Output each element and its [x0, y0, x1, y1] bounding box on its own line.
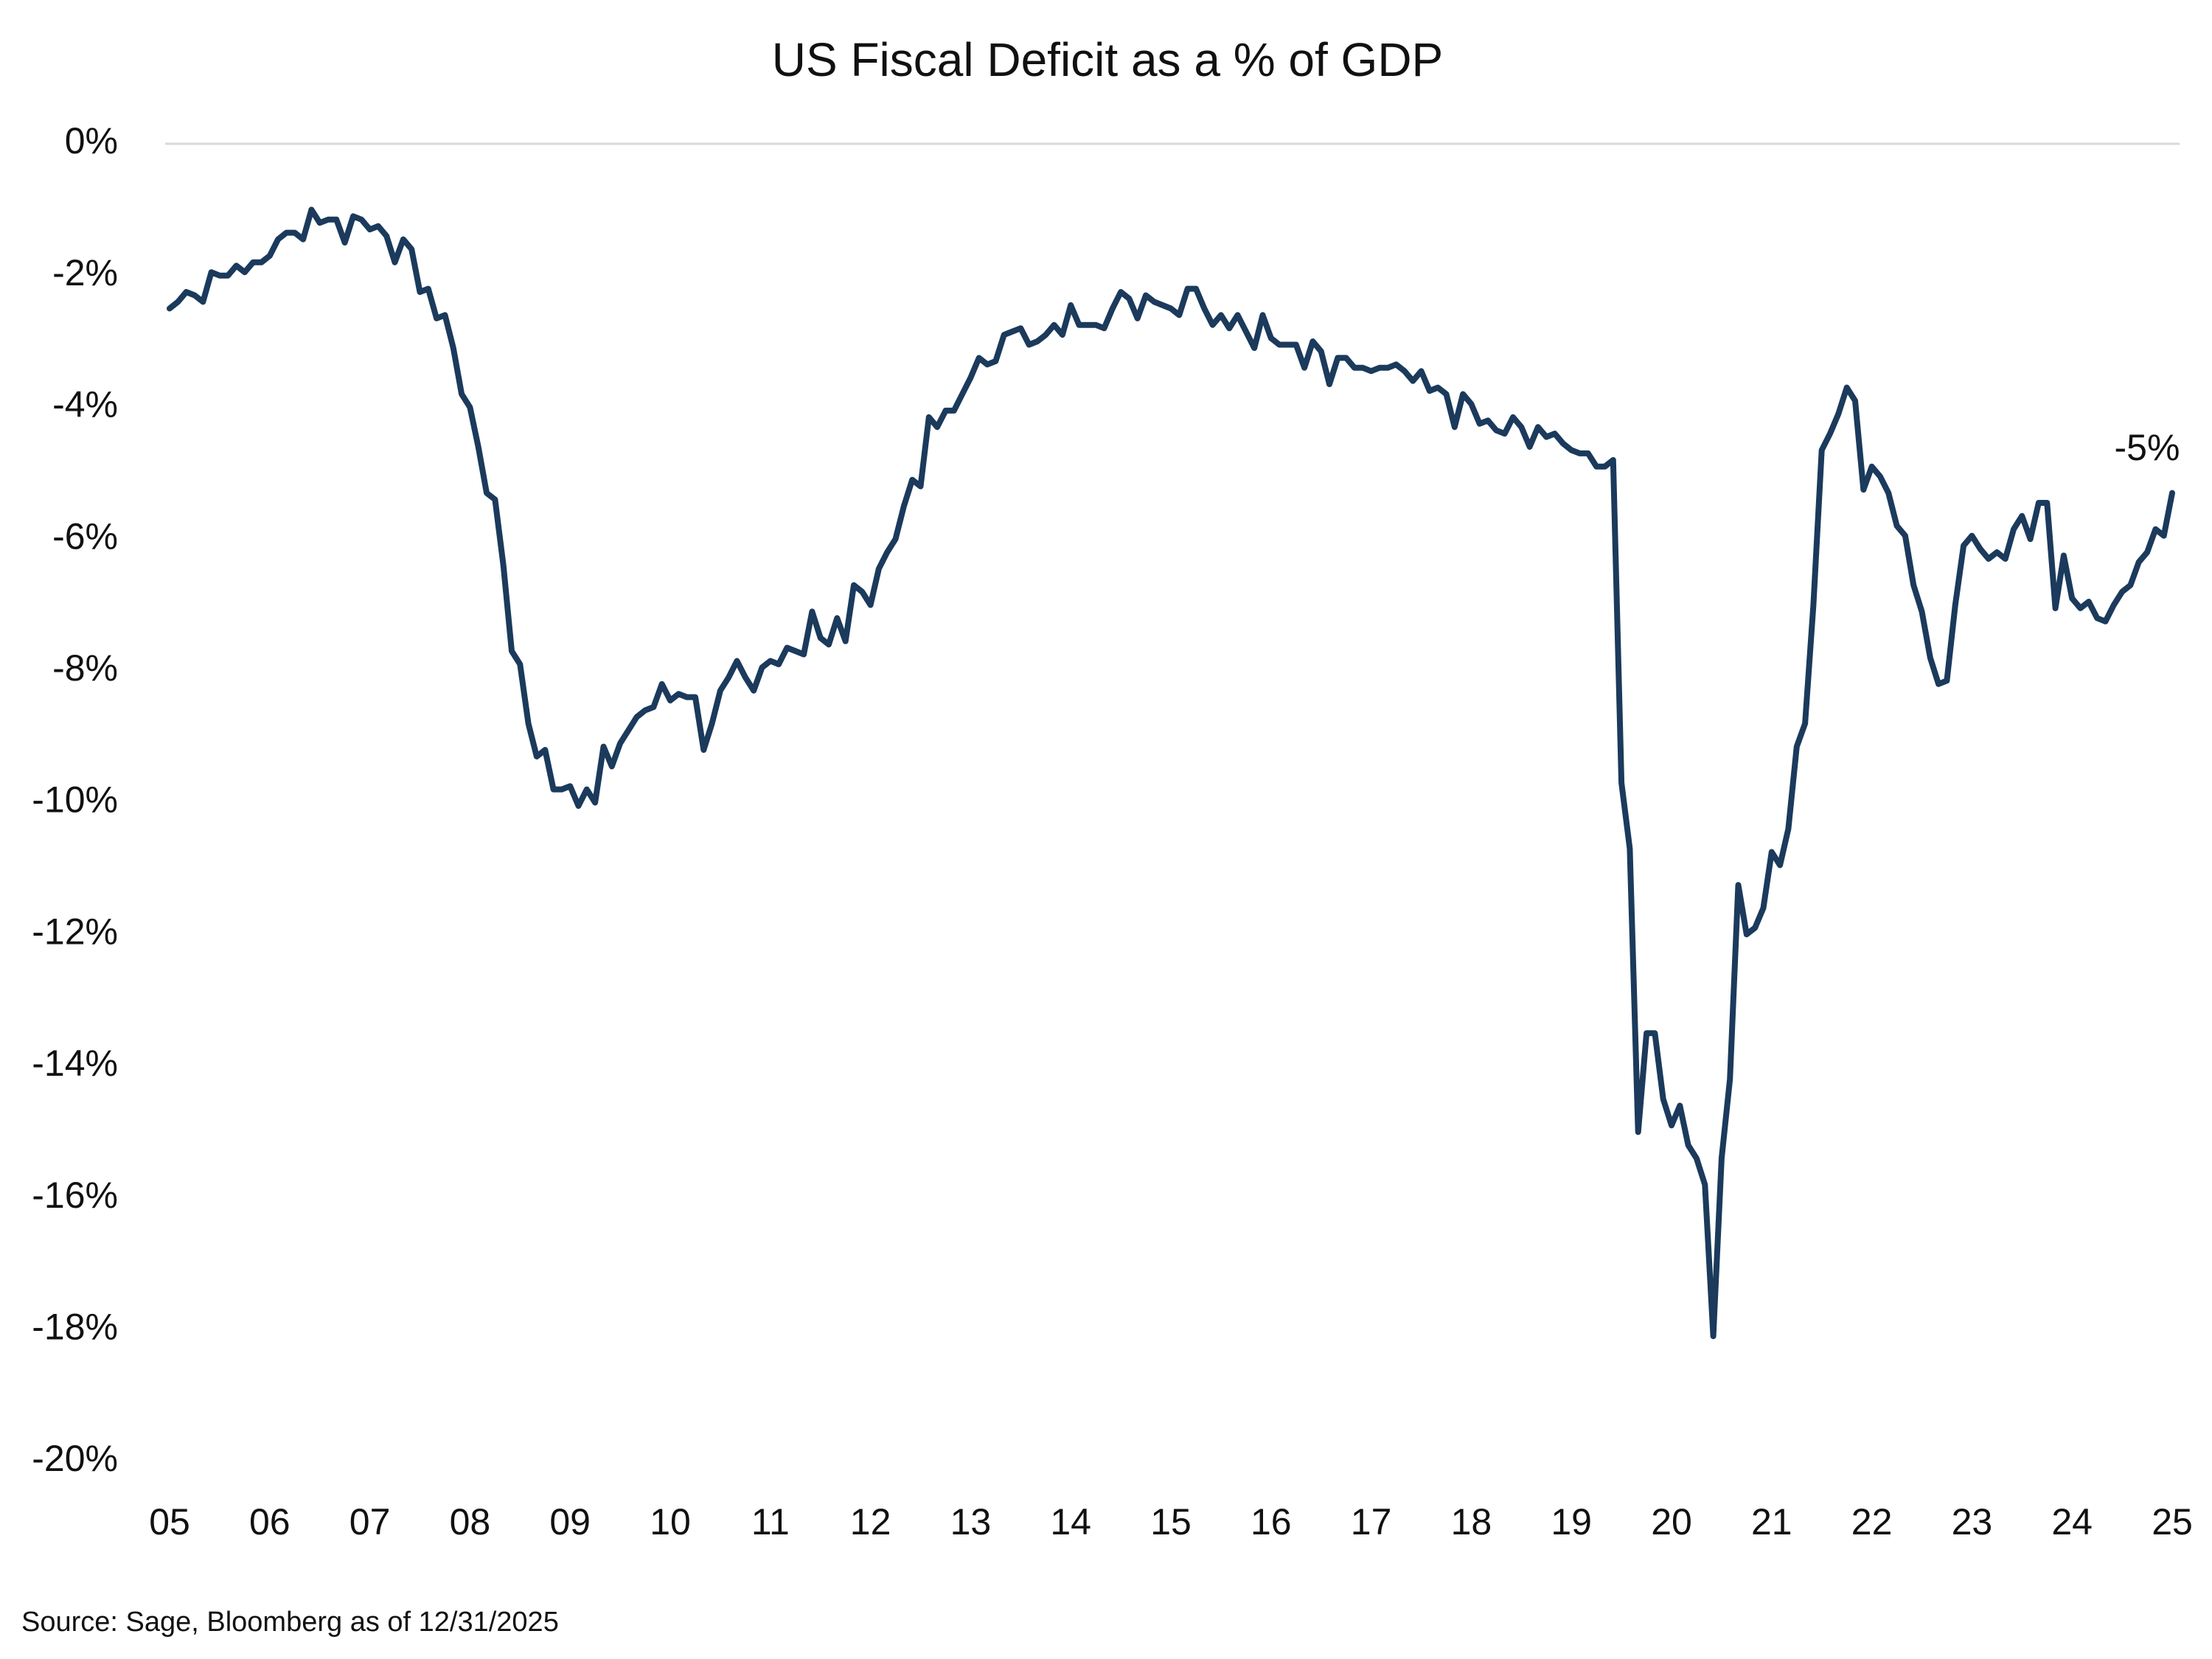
x-tick-label: 16	[1251, 1501, 1292, 1543]
y-tick-label: -14%	[32, 1043, 118, 1084]
chart-title: US Fiscal Deficit as a % of GDP	[772, 33, 1443, 86]
y-tick-label: -16%	[32, 1175, 118, 1216]
y-tick-label: 0%	[65, 120, 118, 161]
x-tick-label: 05	[149, 1501, 190, 1543]
data-line	[167, 206, 2175, 1340]
x-tick-label: 25	[2152, 1501, 2193, 1543]
x-tick-label: 18	[1451, 1501, 1492, 1543]
y-tick-label: -12%	[32, 911, 118, 952]
x-tick-label: 11	[751, 1501, 790, 1543]
x-tick-label: 09	[549, 1501, 591, 1543]
y-tick-label: -20%	[32, 1438, 118, 1479]
y-tick-label: -18%	[32, 1307, 118, 1348]
x-tick-label: 17	[1351, 1501, 1392, 1543]
y-tick-label: -4%	[52, 384, 118, 425]
x-tick-label: 08	[450, 1501, 491, 1543]
x-tick-label: 19	[1551, 1501, 1592, 1543]
y-tick-label: -2%	[52, 252, 118, 293]
x-tick-label: 10	[650, 1501, 691, 1543]
x-tick-label: 13	[950, 1501, 992, 1543]
y-tick-label: -6%	[52, 515, 118, 557]
y-tick-label: -10%	[32, 779, 118, 821]
x-tick-label: 22	[1851, 1501, 1893, 1543]
x-tick-label: 12	[850, 1501, 891, 1543]
x-tick-label: 24	[2051, 1501, 2093, 1543]
source-note: Source: Sage, Bloomberg as of 12/31/2025	[21, 1607, 559, 1638]
annotation: -5%	[2115, 427, 2180, 468]
x-tick-label: 07	[349, 1501, 391, 1543]
x-tick-label: 20	[1651, 1501, 1692, 1543]
x-tick-label: 21	[1751, 1501, 1792, 1543]
x-tick-label: 14	[1050, 1501, 1091, 1543]
x-tick-label: 23	[1952, 1501, 1993, 1543]
x-tick-label: 06	[249, 1501, 291, 1543]
y-tick-label: -8%	[52, 647, 118, 689]
x-tick-label: 15	[1150, 1501, 1192, 1543]
